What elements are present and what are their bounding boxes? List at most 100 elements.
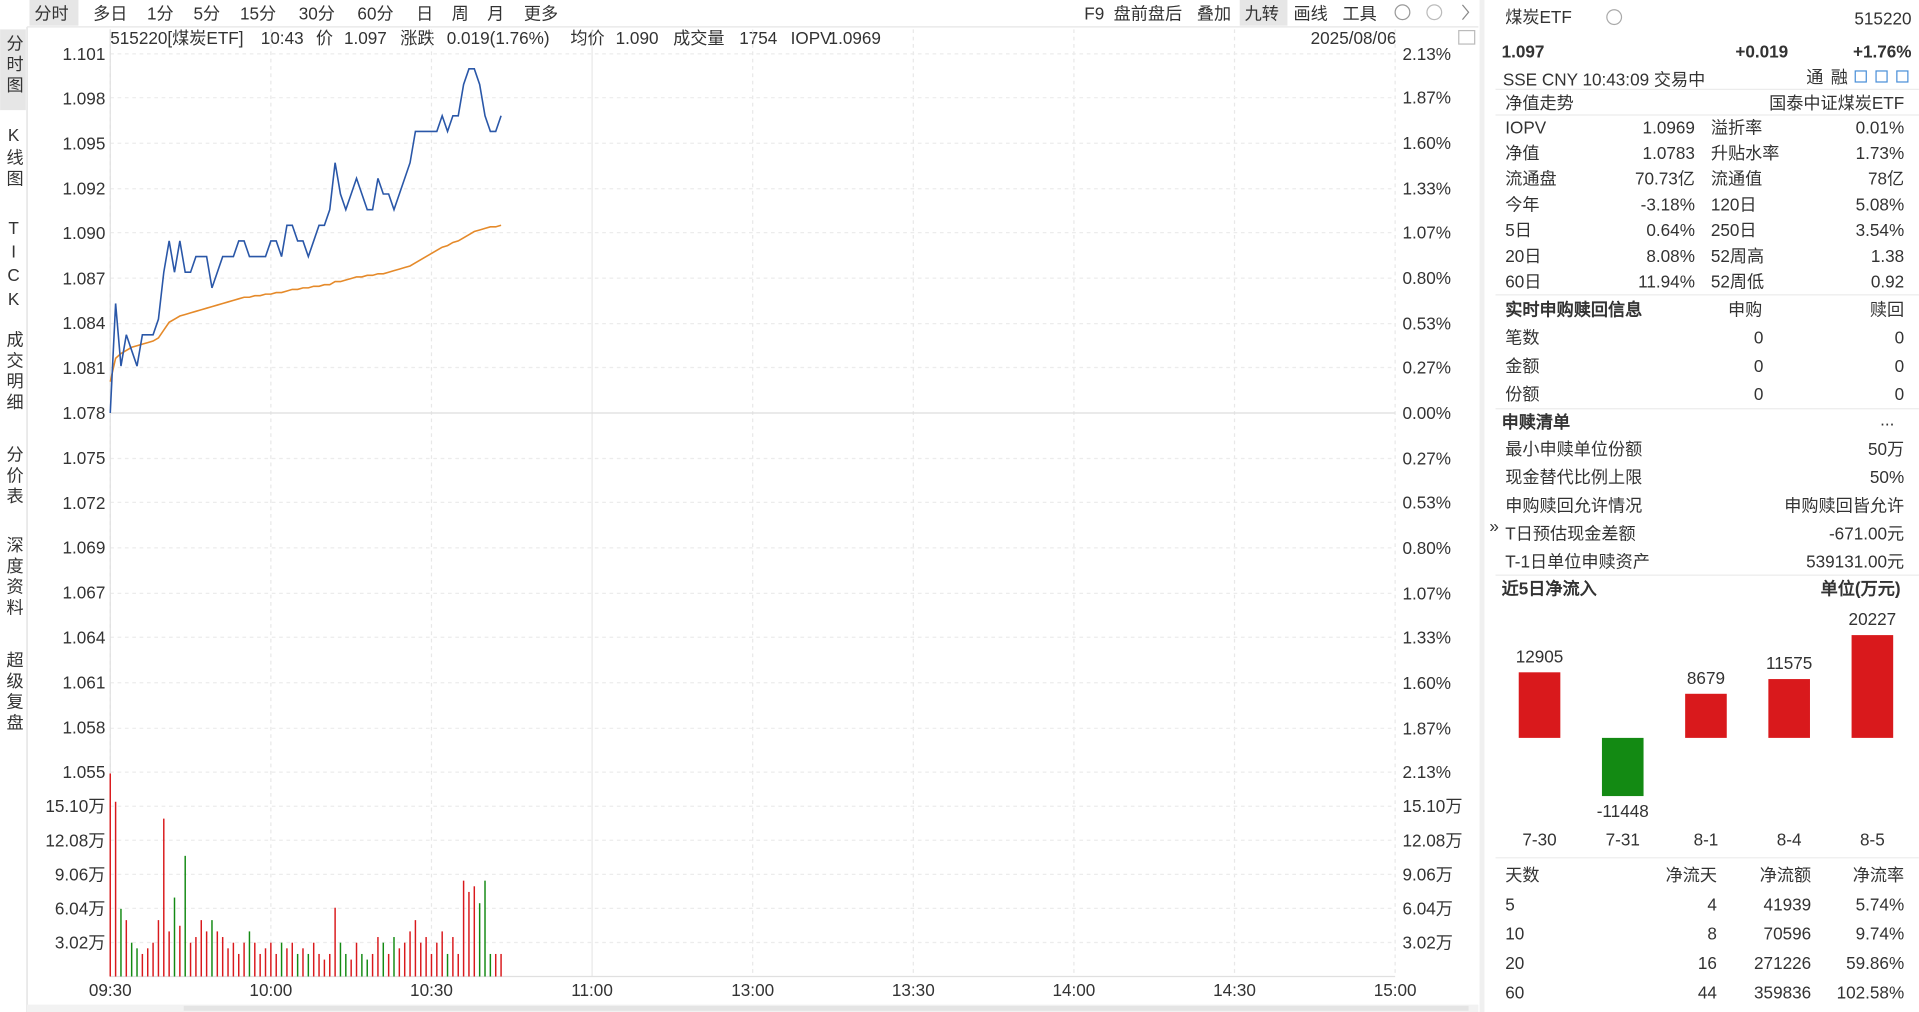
sidebar-item[interactable]: 深度资料 [4,536,24,619]
inflow-bar [1601,737,1644,797]
add-icon[interactable] [1896,70,1909,83]
sidebar-item[interactable]: 分价表 [4,445,24,507]
toolbar-tab[interactable]: 更多 [524,3,558,23]
y-tick-label: 1.067 [62,583,105,603]
etf-change-pct: +1.76% [1853,41,1912,61]
stat-label: 52周高 [1711,246,1764,266]
x-tick-label: 11:00 [571,980,613,1000]
row-value: 539131.00元 [1806,552,1904,572]
inflow-category: 8-1 [1694,829,1719,849]
y2-tick-label: 1.87% [1402,88,1451,108]
inflow-value: 8679 [1687,668,1725,688]
y-tick-label: 1.084 [62,313,105,333]
y-tick-label: 1.087 [62,268,105,288]
x-tick-label: 09:30 [89,980,132,1000]
x-tick-label: 10:00 [249,980,292,1000]
edit-icon[interactable] [1854,70,1867,83]
inflow-value: 12905 [1516,646,1564,666]
stat-label: 120日 [1711,194,1757,214]
toolbar-tab[interactable]: 多日 [93,3,127,23]
badge: 融 [1831,67,1848,87]
quote-price-label: 价 [316,28,333,48]
sidebar-item[interactable]: 超级复盘 [4,651,24,734]
help-icon[interactable] [1426,4,1443,21]
collapse-toggle[interactable]: » [1489,516,1499,536]
y-tick-label: 1.058 [62,717,105,737]
toolbar-tab[interactable]: 1分 [147,3,174,23]
settings-icon[interactable] [1394,4,1411,21]
next-icon[interactable] [1461,4,1470,20]
volume-tick-label: 3.02万 [55,932,105,952]
toolbar-tab[interactable]: 分时 [34,3,68,23]
y-tick-label: 1.075 [62,448,105,468]
inflow-category: 7-31 [1606,829,1640,849]
row-label: 金额 [1505,356,1539,376]
row-value: 50万 [1868,439,1904,459]
y-tick-label: 1.090 [62,223,105,243]
toolbar-tool[interactable]: 工具 [1343,3,1377,23]
toolbar-tool[interactable]: 盘前盘后 [1114,3,1183,23]
sidebar-selected [0,29,26,111]
stat-label: 250日 [1711,220,1757,240]
stat-value: 70.73亿 [1635,169,1695,189]
table-cell: 271226 [1754,953,1811,973]
x-tick-label: 13:00 [731,980,774,1000]
row-value: 0 [1754,384,1764,404]
toolbar-tool[interactable]: 叠加 [1197,3,1231,23]
stat-label: 流通盘 [1505,169,1556,189]
toolbar-tool[interactable]: F9 [1084,3,1104,23]
quote-symbol: 515220[煤炭ETF] [110,28,243,48]
volume-tick-label: 3.02万 [1402,932,1452,952]
sidebar-item[interactable]: 成交明细 [4,330,24,413]
row-value: 0 [1754,356,1764,376]
toolbar-tab[interactable]: 15分 [240,3,276,23]
sidebar-item[interactable]: TICK [4,218,24,313]
quote-change: 0.019(1.76%) [447,28,550,48]
stat-value: 5.08% [1856,194,1905,214]
inflow-category: 7-30 [1522,829,1556,849]
column-header: 赎回 [1870,300,1904,320]
toolbar-tool[interactable]: 九转 [1245,3,1279,23]
inflow-bar [1851,635,1894,738]
more-button[interactable]: ... [1880,410,1894,430]
stat-value: 0.92 [1871,271,1904,291]
y-tick-label: 1.072 [62,493,105,513]
toolbar-tab[interactable]: 月 [487,3,504,23]
quote-price: 1.097 [344,28,387,48]
tool-selected [1239,0,1288,26]
table-cell: 10 [1505,924,1524,944]
volume-tick-label: 12.08万 [45,830,105,850]
y-tick-label: 1.098 [62,89,105,109]
quote-date: 2025/08/06 [1311,28,1397,48]
row-value: -671.00元 [1829,524,1904,544]
volume-tick-label: 9.06万 [1402,864,1452,884]
y-tick-label: 1.069 [62,538,105,558]
stat-label: 20日 [1505,246,1541,266]
alert-icon[interactable] [1875,70,1888,83]
table-cell: 5.74% [1856,894,1905,914]
info-icon[interactable] [1606,9,1623,26]
row-label: 最小申赎单位份额 [1505,439,1642,459]
row-label: 份额 [1505,384,1539,404]
table-cell: 4 [1707,894,1717,914]
section-title: 近5日净流入 [1502,579,1597,599]
toolbar-tool[interactable]: 画线 [1294,3,1328,23]
toolbar-tab[interactable]: 5分 [193,3,220,23]
average-line [109,224,502,382]
volume-tick-label: 6.04万 [55,898,105,918]
stat-label: 流通值 [1711,169,1762,189]
toolbar-tab[interactable]: 60分 [357,3,393,23]
y2-tick-label: 1.60% [1402,133,1451,153]
stat-value: 0.64% [1646,220,1695,240]
sidebar-item[interactable]: 分时图 [4,34,24,96]
corner-icon[interactable] [1458,29,1476,45]
toolbar-tab[interactable]: 周 [452,3,469,23]
y2-tick-label: 1.33% [1402,179,1451,199]
sidebar-item[interactable]: K线图 [4,125,24,190]
row-value: 申购赎回皆允许 [1784,495,1904,515]
y2-tick-label: 0.00% [1402,403,1451,423]
toolbar-tab[interactable]: 日 [416,3,433,23]
scrollbar-thumb[interactable] [183,1005,1469,1011]
y-tick-label: 1.055 [62,762,105,782]
toolbar-tab[interactable]: 30分 [299,3,335,23]
